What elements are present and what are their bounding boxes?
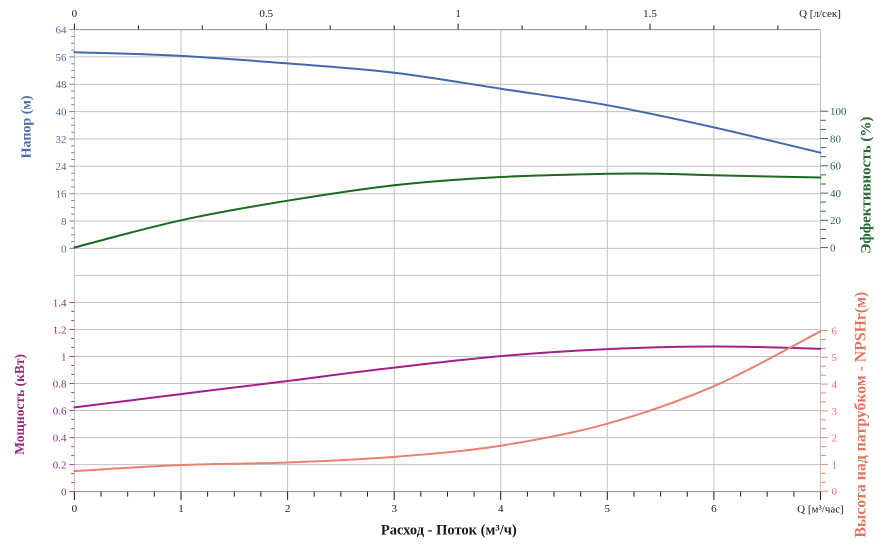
svg-text:6: 6 xyxy=(711,503,717,515)
svg-text:40: 40 xyxy=(830,188,842,200)
svg-text:0.4: 0.4 xyxy=(53,433,67,445)
svg-text:0.8: 0.8 xyxy=(53,378,67,390)
svg-text:1.5: 1.5 xyxy=(643,8,657,20)
svg-text:56: 56 xyxy=(56,52,68,64)
svg-text:4: 4 xyxy=(498,503,504,515)
svg-text:Эффективность (%): Эффективность (%) xyxy=(859,117,875,254)
svg-text:Мощность (кВт): Мощность (кВт) xyxy=(12,354,27,455)
svg-text:20: 20 xyxy=(830,215,842,227)
svg-text:Q [м³/час]: Q [м³/час] xyxy=(797,504,844,516)
svg-text:4: 4 xyxy=(832,379,838,391)
svg-text:48: 48 xyxy=(56,79,68,91)
svg-text:3: 3 xyxy=(391,503,397,515)
svg-text:32: 32 xyxy=(56,134,67,146)
svg-text:0: 0 xyxy=(61,243,67,255)
svg-text:5: 5 xyxy=(605,503,611,515)
svg-text:Высота над патрубком - NPSHr(м: Высота над патрубком - NPSHr(м) xyxy=(853,292,870,538)
svg-text:3: 3 xyxy=(832,406,838,418)
svg-text:0.2: 0.2 xyxy=(53,460,67,472)
svg-text:Расход - Поток (м³/ч): Расход - Поток (м³/ч) xyxy=(381,523,517,539)
svg-text:1.4: 1.4 xyxy=(53,297,67,309)
svg-text:16: 16 xyxy=(56,189,68,201)
svg-text:40: 40 xyxy=(56,107,68,119)
svg-text:1.2: 1.2 xyxy=(53,324,67,336)
svg-text:0: 0 xyxy=(832,486,838,498)
svg-text:100: 100 xyxy=(830,106,847,118)
svg-text:Напор (м): Напор (м) xyxy=(20,95,35,158)
svg-text:6: 6 xyxy=(832,325,838,337)
svg-text:5: 5 xyxy=(832,352,838,364)
svg-text:8: 8 xyxy=(61,216,67,228)
svg-text:24: 24 xyxy=(56,161,68,173)
svg-text:1: 1 xyxy=(178,503,184,515)
svg-text:0: 0 xyxy=(72,503,78,515)
svg-text:80: 80 xyxy=(830,133,842,145)
svg-text:60: 60 xyxy=(830,161,842,173)
svg-text:0: 0 xyxy=(72,8,78,20)
svg-text:64: 64 xyxy=(56,25,68,37)
svg-text:2: 2 xyxy=(285,503,291,515)
svg-text:0: 0 xyxy=(830,243,836,255)
svg-text:0: 0 xyxy=(61,487,67,499)
svg-text:1: 1 xyxy=(455,8,461,20)
svg-text:2: 2 xyxy=(832,433,838,445)
svg-text:0.6: 0.6 xyxy=(53,405,67,417)
svg-text:0.5: 0.5 xyxy=(259,8,273,20)
svg-text:Q [л/сек]: Q [л/сек] xyxy=(799,8,841,20)
svg-text:1: 1 xyxy=(832,459,838,471)
svg-text:1: 1 xyxy=(61,351,67,363)
